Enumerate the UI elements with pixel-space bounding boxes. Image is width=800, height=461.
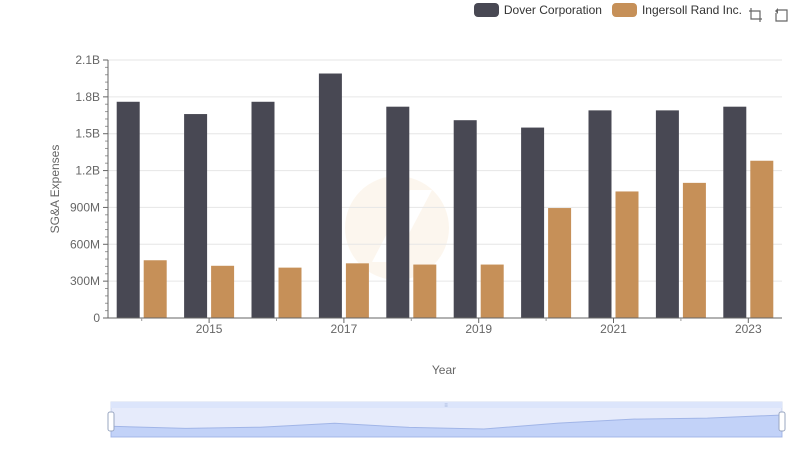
bars	[116, 73, 774, 319]
zoom-handle-left[interactable]	[107, 411, 115, 432]
bar-dover-2021[interactable]	[588, 110, 612, 318]
bar-dover-2022[interactable]	[655, 110, 679, 318]
legend-swatch-ingersoll	[611, 3, 637, 17]
y-tick-label: 1.5B	[75, 127, 100, 141]
y-tick-label: 1.2B	[75, 164, 100, 178]
bar-dover-2020[interactable]	[521, 127, 545, 318]
bar-ingersoll-2014[interactable]	[143, 260, 167, 318]
x-tick-label: 2023	[735, 322, 762, 336]
y-tick-label: 2.1B	[75, 53, 100, 67]
bar-ingersoll-2020[interactable]	[548, 208, 572, 318]
bar-dover-2023[interactable]	[723, 106, 747, 318]
x-tick-label: 2015	[196, 322, 223, 336]
bar-dover-2016[interactable]	[251, 101, 275, 319]
x-tick-label: 2019	[465, 322, 492, 336]
bar-dover-2019[interactable]	[453, 120, 477, 318]
zoom-grip-icon: ≡	[444, 403, 448, 409]
y-tick-label: 1.8B	[75, 90, 100, 104]
legend-label-ingersoll: Ingersoll Rand Inc.	[641, 3, 742, 17]
x-axis-title: Year	[432, 363, 456, 377]
legend-swatch-dover	[473, 3, 499, 17]
bar-dover-2017[interactable]	[318, 73, 342, 318]
y-axis: 0 300M 600M 900M 1.2B 1.5B 1.8B 2.1B	[70, 53, 109, 325]
legend-item-dover[interactable]: Dover Corporation	[473, 3, 602, 17]
x-axis: 2015 2017 2019 2021 2023	[108, 317, 782, 336]
bar-ingersoll-2022[interactable]	[682, 182, 706, 318]
bar-ingersoll-2015[interactable]	[211, 265, 235, 318]
bar-ingersoll-2023[interactable]	[750, 160, 774, 318]
bar-dover-2015[interactable]	[184, 114, 208, 318]
chart-legend: Dover Corporation Ingersoll Rand Inc.	[473, 3, 742, 17]
bar-dover-2014[interactable]	[116, 101, 140, 319]
bar-ingersoll-2016[interactable]	[278, 267, 302, 318]
legend-item-ingersoll[interactable]: Ingersoll Rand Inc.	[611, 3, 742, 17]
y-axis-title: SG&A Expenses	[48, 145, 62, 234]
bar-ingersoll-2017[interactable]	[345, 263, 369, 318]
zoom-top-bar[interactable]	[111, 402, 782, 408]
x-tick-label: 2021	[600, 322, 627, 336]
legend-label-dover: Dover Corporation	[503, 3, 602, 17]
bar-ingersoll-2018[interactable]	[413, 264, 437, 318]
y-tick-label: 900M	[70, 200, 100, 214]
y-tick-label: 300M	[70, 274, 100, 288]
restore-icon[interactable]	[774, 7, 790, 23]
y-tick-label: 0	[93, 311, 100, 325]
bar-ingersoll-2019[interactable]	[480, 264, 504, 318]
zoom-handle-right[interactable]	[778, 411, 786, 432]
bar-ingersoll-2021[interactable]	[615, 191, 639, 318]
data-zoom-slider[interactable]: ≡	[107, 401, 786, 438]
bar-dover-2018[interactable]	[386, 106, 410, 318]
zoom-icon[interactable]	[748, 7, 764, 23]
x-tick-label: 2017	[331, 322, 358, 336]
chart-toolbox	[748, 7, 790, 23]
y-tick-label: 600M	[70, 237, 100, 251]
